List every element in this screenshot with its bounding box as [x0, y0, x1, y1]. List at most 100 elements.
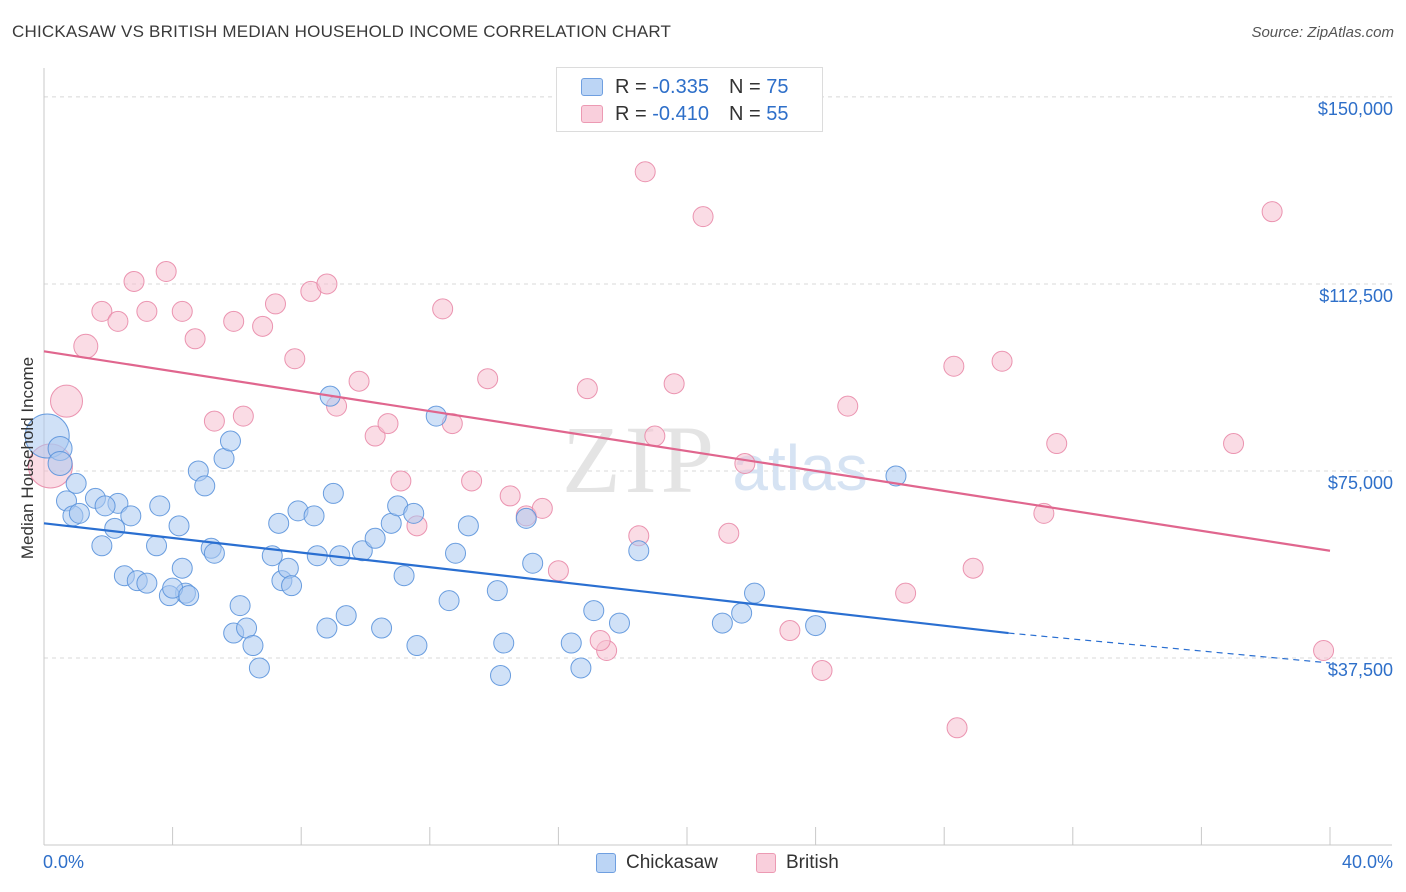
chickasaw-point — [171, 557, 193, 579]
chickasaw-points — [24, 385, 907, 686]
chickasaw-point — [229, 595, 251, 617]
chickasaw-point — [486, 580, 508, 602]
y-tick-label: $112,500 — [1319, 286, 1393, 306]
british-point — [348, 370, 370, 392]
british-point — [991, 350, 1013, 372]
british-point — [811, 659, 833, 681]
trend-lines — [43, 350, 1331, 664]
legend-r-label: R = — [615, 75, 647, 98]
chickasaw-point — [68, 502, 90, 524]
chickasaw-point — [583, 600, 605, 622]
british-point — [377, 413, 399, 435]
legend-label-british: British — [786, 852, 839, 873]
chickasaw-point — [560, 632, 582, 654]
legend-r-value: -0.410 — [652, 102, 709, 125]
british-point — [73, 333, 99, 359]
british-point — [576, 378, 598, 400]
legend-r-label: R = — [615, 102, 647, 125]
chickasaw-point — [393, 565, 415, 587]
chickasaw-point — [248, 657, 270, 679]
chickasaw-point — [94, 495, 116, 517]
british-point — [779, 620, 801, 642]
legend-label-chickasaw: Chickasaw — [626, 852, 718, 873]
british-point — [531, 497, 553, 519]
chickasaw-point — [438, 590, 460, 612]
legend-row-british: R = -0.410 N = 55 — [581, 101, 788, 127]
series-legend: Chickasaw British — [0, 852, 1406, 878]
british-point — [252, 315, 274, 337]
british-point — [432, 298, 454, 320]
british-point — [184, 328, 206, 350]
british-point — [499, 485, 521, 507]
chickasaw-point — [277, 557, 299, 579]
british-point — [155, 260, 177, 282]
chickasaw-point — [493, 632, 515, 654]
chickasaw-point — [403, 502, 425, 524]
source-credit: Source: ZipAtlas.com — [1251, 24, 1394, 41]
british-point — [946, 717, 968, 739]
y-tick-label: $75,000 — [1328, 473, 1393, 493]
british-point — [50, 384, 84, 418]
legend-swatch-british — [756, 853, 776, 873]
chart-title: CHICKASAW VS BRITISH MEDIAN HOUSEHOLD IN… — [12, 22, 672, 41]
y-tick-label: $37,500 — [1328, 660, 1393, 680]
chickasaw-point — [316, 617, 338, 639]
legend-swatch-chickasaw — [581, 78, 603, 96]
british-point — [547, 560, 569, 582]
british-point — [718, 522, 740, 544]
british-point — [136, 300, 158, 322]
chickasaw-point — [136, 572, 158, 594]
chickasaw-point — [335, 605, 357, 627]
chickasaw-point — [203, 542, 225, 564]
british-point — [962, 557, 984, 579]
chickasaw-point — [425, 405, 447, 427]
legend-n-value: 75 — [766, 75, 789, 98]
british-point — [107, 310, 129, 332]
chickasaw-point — [570, 657, 592, 679]
british-point — [203, 410, 225, 432]
legend-n-value: 55 — [766, 102, 789, 125]
legend-n-label: N = — [728, 102, 761, 125]
legend-swatch-british — [581, 105, 603, 123]
british-point — [1223, 433, 1245, 455]
british-point — [477, 368, 499, 390]
chickasaw-point — [303, 505, 325, 527]
british-point — [634, 161, 656, 183]
british-point — [1046, 433, 1068, 455]
chickasaw-point — [744, 582, 766, 604]
legend-swatch-chickasaw — [596, 853, 616, 873]
british-point — [589, 630, 611, 652]
chickasaw-point — [885, 465, 907, 487]
chickasaw-point — [146, 535, 168, 557]
legend-r-value: -0.335 — [652, 75, 709, 98]
chickasaw-point — [281, 575, 303, 597]
chickasaw-point — [178, 585, 200, 607]
chickasaw-trend-extension — [1008, 632, 1331, 664]
legend-n-label: N = — [728, 75, 761, 98]
chickasaw-point — [194, 475, 216, 497]
chickasaw-point — [371, 617, 393, 639]
british-point — [91, 300, 113, 322]
british-point — [123, 270, 145, 292]
chickasaw-point — [120, 505, 142, 527]
british-point — [232, 405, 254, 427]
legend-item-british: British — [756, 852, 839, 874]
y-tick-label: $150,000 — [1318, 99, 1393, 119]
british-point — [364, 425, 386, 447]
chickasaw-point — [406, 635, 428, 657]
chickasaw-point — [805, 615, 827, 637]
british-point — [223, 310, 245, 332]
y-axis-label: Median Household Income — [18, 356, 37, 560]
chickasaw-point — [364, 527, 386, 549]
british-point — [895, 582, 917, 604]
watermark: ZIP atlas — [562, 406, 868, 513]
british-point — [663, 373, 685, 395]
british-point — [943, 355, 965, 377]
chickasaw-point — [104, 517, 126, 539]
x-tick-label-max: 40.0% — [1341, 852, 1393, 872]
chickasaw-point — [628, 540, 650, 562]
chickasaw-point — [149, 495, 171, 517]
british-point — [390, 470, 412, 492]
chickasaw-point — [731, 602, 753, 624]
